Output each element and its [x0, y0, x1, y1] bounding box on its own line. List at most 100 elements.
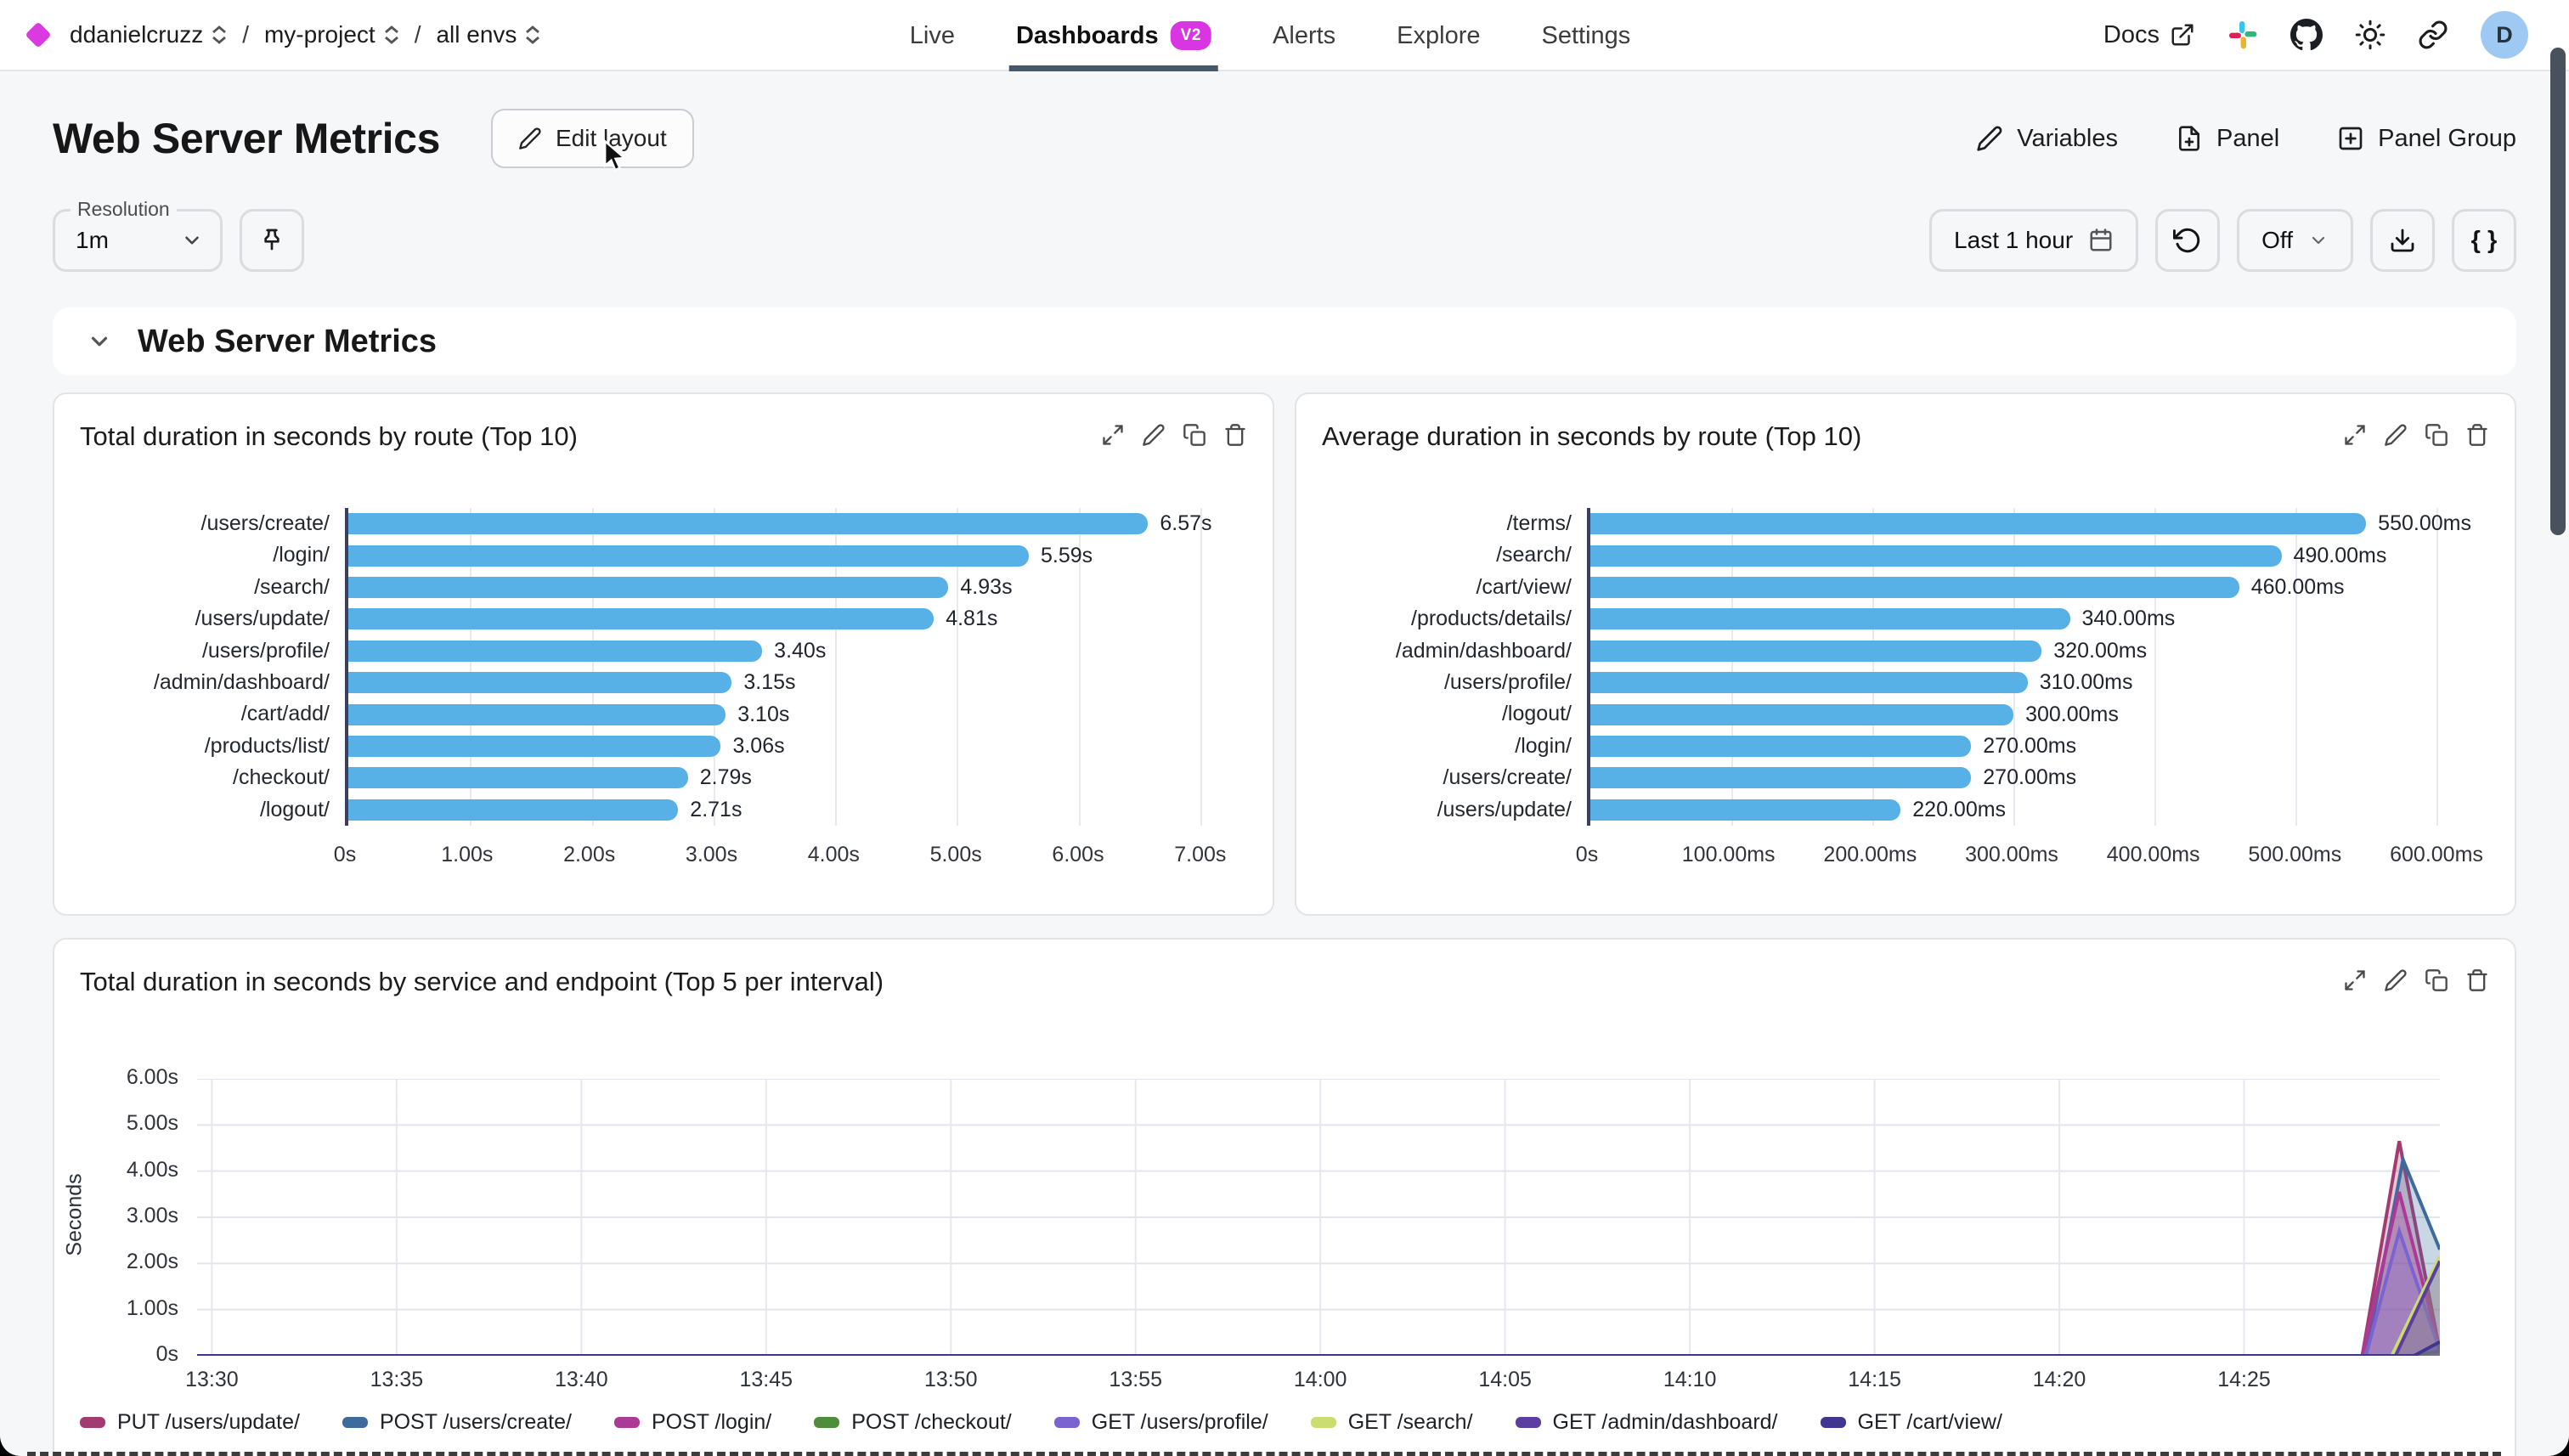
bar-row: 3.15s: [348, 667, 1237, 698]
tab-explore[interactable]: Explore: [1397, 21, 1481, 49]
edit-panel-icon[interactable]: [1142, 423, 1166, 447]
bar[interactable]: [348, 513, 1149, 535]
bar-category-label: /checkout/: [233, 765, 330, 790]
series-line: [197, 1340, 2440, 1356]
legend-item[interactable]: GET /users/profile/: [1053, 1410, 1268, 1435]
code-view-button[interactable]: { }: [2452, 209, 2516, 272]
sun-theme-icon[interactable]: [2355, 20, 2386, 50]
expand-panel-icon[interactable]: [2343, 423, 2367, 447]
refresh-button[interactable]: [2155, 209, 2221, 272]
legend-item[interactable]: POST /users/create/: [342, 1410, 572, 1435]
slack-icon[interactable]: [2227, 20, 2258, 50]
gridline: [2436, 508, 2439, 826]
bar[interactable]: [1590, 799, 1901, 821]
bar-value-label: 3.40s: [774, 638, 827, 663]
org-logo-icon: [25, 21, 52, 48]
bar-row: 3.06s: [348, 731, 1237, 762]
bar[interactable]: [1590, 672, 2028, 694]
bar-row: 310.00ms: [1590, 667, 2479, 698]
bar[interactable]: [348, 545, 1029, 567]
bar-row: 3.10s: [348, 698, 1237, 730]
delete-panel-icon[interactable]: [1223, 423, 1247, 447]
bar-category-label: /users/update/: [1437, 797, 1572, 821]
timeseries-plot-area[interactable]: [197, 1079, 2440, 1356]
expand-panel-icon[interactable]: [2343, 968, 2367, 992]
bar[interactable]: [348, 640, 763, 662]
legend-item[interactable]: POST /checkout/: [814, 1410, 1012, 1435]
tab-settings[interactable]: Settings: [1541, 21, 1631, 49]
org-selector[interactable]: ddanielcruzz: [70, 21, 227, 48]
bar[interactable]: [1590, 513, 2367, 535]
bar[interactable]: [348, 576, 949, 598]
bar-category-label: /search/: [1496, 543, 1572, 567]
x-tick-label: 13:55: [1109, 1368, 1162, 1391]
bar[interactable]: [1590, 608, 2070, 630]
bar-row: 4.81s: [348, 603, 1237, 635]
bar[interactable]: [348, 735, 721, 757]
add-panel-button[interactable]: Panel: [2176, 125, 2279, 153]
breadcrumb: ddanielcruzz / my-project / all envs: [0, 21, 540, 48]
edit-panel-icon[interactable]: [2384, 968, 2408, 992]
bar-row: 3.40s: [348, 635, 1237, 667]
bar[interactable]: [1590, 703, 2014, 725]
docs-link[interactable]: Docs: [2103, 21, 2195, 49]
bar[interactable]: [348, 608, 934, 630]
legend-item[interactable]: GET /admin/dashboard/: [1515, 1410, 1778, 1435]
delete-panel-icon[interactable]: [2465, 968, 2489, 992]
braces-icon: { }: [2470, 226, 2498, 254]
duplicate-panel-icon[interactable]: [1183, 423, 1206, 447]
page-scrollbar-thumb[interactable]: [2550, 48, 2566, 535]
environment-selector[interactable]: all envs: [436, 21, 540, 48]
expand-panel-icon[interactable]: [1101, 423, 1125, 447]
tab-live[interactable]: Live: [909, 21, 955, 49]
edit-panel-icon[interactable]: [2384, 423, 2408, 447]
x-tick-label: 14:15: [1848, 1368, 1901, 1391]
bar[interactable]: [348, 703, 726, 725]
bar-category-label: /users/update/: [195, 607, 330, 631]
y-tick-label: 4.00s: [126, 1157, 178, 1182]
tab-alerts[interactable]: Alerts: [1273, 21, 1336, 49]
user-avatar[interactable]: D: [2481, 11, 2528, 59]
series-area: [197, 1141, 2440, 1356]
add-panel-group-button[interactable]: Panel Group: [2337, 125, 2516, 153]
project-selector[interactable]: my-project: [264, 21, 399, 48]
github-icon[interactable]: [2290, 19, 2323, 51]
bar-value-label: 320.00ms: [2053, 638, 2148, 663]
x-tick-label: 500.00ms: [2248, 842, 2342, 866]
chevron-updown-icon: [212, 25, 227, 44]
bar[interactable]: [1590, 545, 2282, 567]
auto-refresh-select[interactable]: Off: [2237, 209, 2353, 272]
delete-panel-icon[interactable]: [2465, 423, 2489, 447]
legend-item[interactable]: POST /login/: [613, 1410, 771, 1435]
bar[interactable]: [1590, 735, 1972, 757]
gridline: [2295, 508, 2298, 826]
bar[interactable]: [348, 799, 679, 821]
variables-button[interactable]: Variables: [1976, 125, 2118, 153]
x-tick-label: 14:05: [1478, 1368, 1532, 1391]
legend-item[interactable]: GET /search/: [1310, 1410, 1473, 1435]
pin-resolution-button[interactable]: [240, 209, 304, 272]
legend-item[interactable]: GET /cart/view/: [1820, 1410, 2002, 1435]
bar-category-label: /search/: [254, 574, 330, 599]
x-tick-label: 14:25: [2217, 1368, 2271, 1391]
bar[interactable]: [1590, 767, 1972, 789]
tab-dashboards[interactable]: Dashboards V2: [1008, 0, 1219, 71]
panel-group-title: Web Server Metrics: [138, 323, 438, 359]
duplicate-panel-icon[interactable]: [2425, 423, 2448, 447]
download-button[interactable]: [2370, 209, 2435, 272]
collapse-chevron-icon[interactable]: [87, 329, 112, 354]
bar[interactable]: [1590, 576, 2239, 598]
resolution-select[interactable]: Resolution 1m: [53, 198, 223, 272]
timeseries-chart: Seconds 0s 1.00s 2.00s 3.00s 4.00s 5.00s 6.00s…: [63, 997, 2493, 1456]
legend-item[interactable]: PUT /users/update/: [80, 1410, 300, 1435]
bar[interactable]: [348, 767, 688, 789]
edit-layout-button[interactable]: Edit layout: [490, 109, 694, 168]
bar[interactable]: [348, 672, 732, 694]
main-nav: Live Dashboards V2 Alerts Explore Settin…: [909, 0, 1631, 71]
time-range-button[interactable]: Last 1 hour: [1929, 209, 2139, 272]
bar-category-label: /users/create/: [1443, 765, 1572, 790]
bar[interactable]: [1590, 640, 2042, 662]
share-link-icon[interactable]: [2418, 20, 2448, 50]
duplicate-panel-icon[interactable]: [2425, 968, 2448, 992]
